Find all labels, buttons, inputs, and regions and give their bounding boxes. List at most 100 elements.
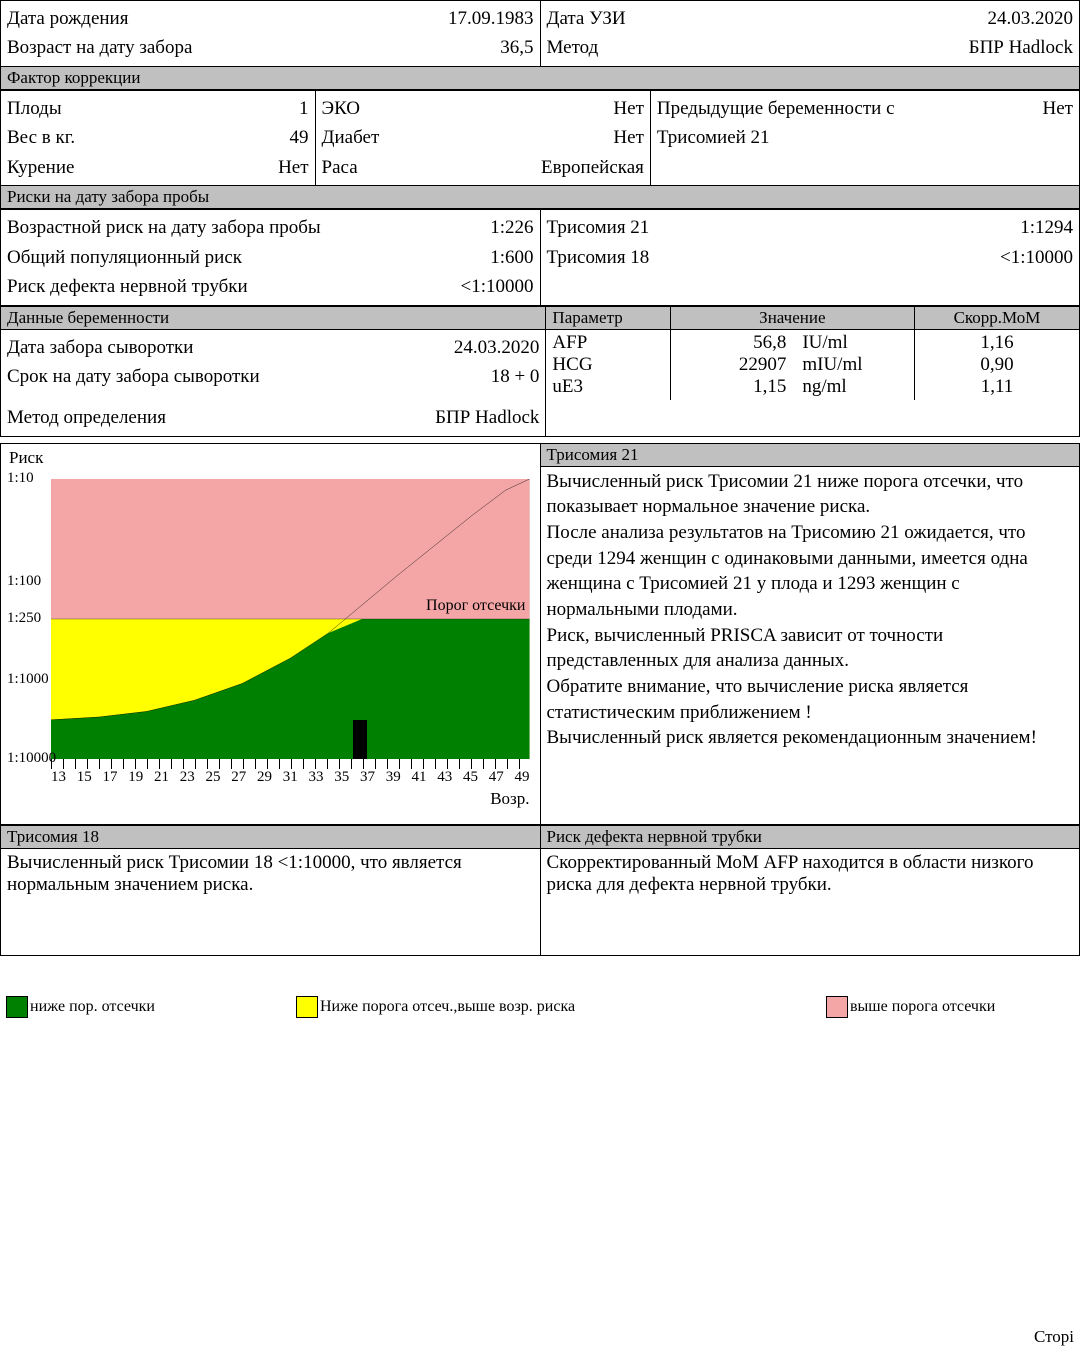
ivf-value: Нет bbox=[613, 94, 643, 123]
race-label: Раса bbox=[322, 153, 358, 182]
legend-label-red: выше порога отсечки bbox=[850, 998, 995, 1016]
y-tick-label: 1:250 bbox=[7, 610, 41, 627]
method-value: БПР Hadlock bbox=[969, 33, 1073, 62]
x-ticks: 13151719212325272931333537394143454749 bbox=[51, 769, 530, 786]
pregnancy-params-table: Данные беременности Параметр Значение Ск… bbox=[0, 306, 1080, 437]
gestation-value: 18 + 0 bbox=[491, 362, 540, 391]
ntd-risk-value: <1:10000 bbox=[461, 272, 534, 301]
params-table: Параметр Значение Скорр.МоМ AFP HCG uE3 … bbox=[546, 307, 1079, 400]
usd-date-value: 24.03.2020 bbox=[988, 4, 1074, 33]
method-label: Метод bbox=[547, 33, 599, 62]
param-mom-1: 0,90 bbox=[921, 354, 1073, 376]
age-value: 36,5 bbox=[500, 33, 533, 62]
diabetes-label: Диабет bbox=[322, 123, 380, 152]
y-tick-label: 1:1000 bbox=[7, 671, 49, 688]
param-val-2: 1,15 bbox=[677, 376, 787, 398]
det-method-label: Метод определения bbox=[7, 403, 166, 432]
param-name-2: uE3 bbox=[552, 376, 663, 398]
param-hdr-name: Параметр bbox=[546, 307, 670, 330]
legend-label-yellow: Ниже порога отсеч.,выше возр. риска bbox=[320, 998, 575, 1016]
x-tick-label: 31 bbox=[283, 769, 298, 786]
chart-marker bbox=[353, 720, 367, 759]
usd-date-label: Дата УЗИ bbox=[547, 4, 626, 33]
prev-t21-value: Нет bbox=[1043, 94, 1073, 153]
legend-swatch-green bbox=[6, 996, 28, 1018]
risks-table: Возрастной риск на дату забора пробы 1:22… bbox=[0, 209, 1080, 305]
weight-label: Вес в кг. bbox=[7, 123, 75, 152]
legend-swatch-yellow bbox=[296, 996, 318, 1018]
report-page: Дата рождения17.09.1983 Возраст на дату … bbox=[0, 0, 1080, 1353]
ntd-box-body: Скорректированный МоМ AFP находится в об… bbox=[540, 848, 1080, 955]
legend-item-yellow: Ниже порога отсеч.,выше возр. риска bbox=[296, 996, 826, 1018]
race-value: Европейская bbox=[541, 153, 644, 182]
risks-header: Риски на дату забора пробы bbox=[0, 186, 1080, 209]
param-name-0: AFP bbox=[552, 332, 663, 354]
fetus-label: Плоды bbox=[7, 94, 62, 123]
x-tick-label: 19 bbox=[128, 769, 143, 786]
x-tick-label: 43 bbox=[437, 769, 452, 786]
param-unit-0: IU/ml bbox=[802, 332, 908, 354]
y-tick-label: 1:10 bbox=[7, 470, 34, 487]
t21-risk-label: Трисомия 21 bbox=[547, 213, 650, 242]
x-tick-label: 45 bbox=[463, 769, 478, 786]
param-val-1: 22907 bbox=[677, 354, 787, 376]
correction-header: Фактор коррекции bbox=[0, 67, 1080, 90]
t18-box-title: Трисомия 18 bbox=[1, 825, 541, 848]
weight-value: 49 bbox=[290, 123, 309, 152]
t18-risk-label: Трисомия 18 bbox=[547, 243, 650, 272]
t21-box-body: Вычисленный риск Трисомии 21 ниже порога… bbox=[541, 467, 1080, 753]
param-val-0: 56,8 bbox=[677, 332, 787, 354]
x-tick-label: 33 bbox=[309, 769, 324, 786]
pop-risk-label: Общий популяционный риск bbox=[7, 243, 242, 272]
x-tick-label: 21 bbox=[154, 769, 169, 786]
legend: ниже пор. отсечки Ниже порога отсеч.,выш… bbox=[6, 996, 1026, 1018]
pregnancy-header: Данные беременности bbox=[1, 306, 546, 329]
t21-box-title: Трисомия 21 bbox=[541, 444, 1080, 467]
smoking-value: Нет bbox=[278, 153, 308, 182]
det-method-value: БПР Hadlock bbox=[435, 403, 539, 432]
ntd-box-title: Риск дефекта нервной трубки bbox=[540, 825, 1080, 848]
x-tick-label: 23 bbox=[180, 769, 195, 786]
param-hdr-value: Значение bbox=[670, 307, 914, 330]
patient-top-table: Дата рождения17.09.1983 Возраст на дату … bbox=[0, 0, 1080, 67]
age-risk-value: 1:226 bbox=[490, 213, 533, 242]
x-tick-label: 15 bbox=[77, 769, 92, 786]
legend-label-green: ниже пор. отсечки bbox=[30, 998, 155, 1016]
legend-swatch-red bbox=[826, 996, 848, 1018]
gestation-label: Срок на дату забора сыворотки bbox=[7, 362, 260, 391]
x-tick-label: 35 bbox=[334, 769, 349, 786]
cutoff-label: Порог отсечки bbox=[426, 597, 525, 615]
ntd-risk-label: Риск дефекта нервной трубки bbox=[7, 272, 248, 301]
x-tick-label: 13 bbox=[51, 769, 66, 786]
serum-date-value: 24.03.2020 bbox=[454, 333, 540, 362]
param-mom-2: 1,11 bbox=[921, 376, 1073, 398]
age-risk-label: Возрастной риск на дату забора пробы bbox=[7, 213, 321, 242]
param-hdr-mom: Скорр.МоМ bbox=[914, 307, 1079, 330]
chart-title: Риск bbox=[9, 448, 43, 468]
x-tick-label: 47 bbox=[489, 769, 504, 786]
x-tick-label: 39 bbox=[386, 769, 401, 786]
prev-t21-label: Предыдущие беременности с Трисомией 21 bbox=[657, 94, 948, 153]
diabetes-value: Нет bbox=[613, 123, 643, 152]
param-unit-1: mIU/ml bbox=[802, 354, 908, 376]
param-mom-0: 1,16 bbox=[921, 332, 1073, 354]
x-tick-label: 27 bbox=[231, 769, 246, 786]
x-tick-label: 49 bbox=[515, 769, 530, 786]
legend-item-green: ниже пор. отсечки bbox=[6, 996, 296, 1018]
dob-value: 17.09.1983 bbox=[448, 4, 534, 33]
x-tick-label: 29 bbox=[257, 769, 272, 786]
pop-risk-value: 1:600 bbox=[490, 243, 533, 272]
ivf-label: ЭКО bbox=[322, 94, 360, 123]
risk-chart: Риск Порог отсечки 1:10 1:100 1:250 1:1000 1… bbox=[1, 444, 540, 824]
dob-label: Дата рождения bbox=[7, 4, 128, 33]
param-unit-2: ng/ml bbox=[802, 376, 908, 398]
t18-box-body: Вычисленный риск Трисомии 18 <1:10000, ч… bbox=[1, 848, 541, 955]
lower-text-table: Трисомия 18 Риск дефекта нервной трубки … bbox=[0, 825, 1080, 956]
page-footer: Сторі bbox=[1034, 1327, 1074, 1347]
y-tick-label: 1:100 bbox=[7, 573, 41, 590]
x-tick-label: 17 bbox=[103, 769, 118, 786]
y-tick-label: 1:10000 bbox=[7, 750, 56, 767]
smoking-label: Курение bbox=[7, 153, 74, 182]
serum-date-label: Дата забора сыворотки bbox=[7, 333, 193, 362]
x-axis-ruling bbox=[51, 759, 530, 769]
